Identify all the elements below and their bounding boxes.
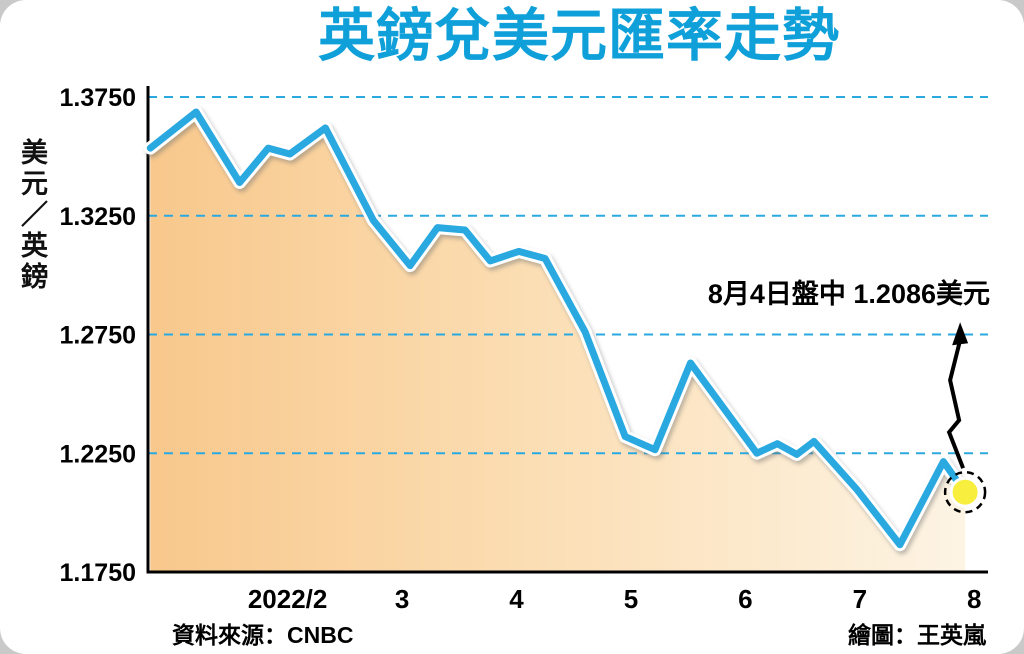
highlight-marker (949, 476, 981, 508)
area-fill (150, 112, 966, 572)
y-tick-label: 1.2750 (60, 322, 136, 350)
illustrator-credit: 繪圖：王英嵐 (848, 622, 986, 648)
x-tick-label: 6 (738, 584, 752, 614)
x-tick-label: 8 (967, 584, 981, 614)
y-axis-title: 美元／英鎊 (17, 138, 47, 293)
x-tick-label: 3 (395, 584, 409, 614)
x-tick-label: 5 (624, 584, 638, 614)
annotation-arrowhead (952, 322, 969, 346)
y-tick-label: 1.1750 (60, 559, 136, 587)
y-tick-label: 1.2250 (60, 440, 136, 468)
trend-line (146, 108, 969, 549)
x-tick-label: 4 (509, 584, 524, 614)
page-title: 英鎊兌美元匯率走勢 (318, 4, 840, 68)
y-tick-label: 1.3750 (60, 84, 136, 112)
source-credit: 資料來源：CNBC (172, 616, 353, 650)
annotation-arrow (946, 339, 965, 469)
source-label: 資料來源： (172, 622, 287, 648)
x-tick-label: 7 (853, 584, 867, 614)
y-tick-label: 1.3250 (60, 203, 136, 231)
highlight-marker-ring (943, 470, 987, 514)
source-value: CNBC (287, 622, 354, 648)
x-tick-label: 2022/2 (248, 584, 328, 614)
annotation-label: 8月4日盤中 1.2086美元 (707, 279, 990, 309)
